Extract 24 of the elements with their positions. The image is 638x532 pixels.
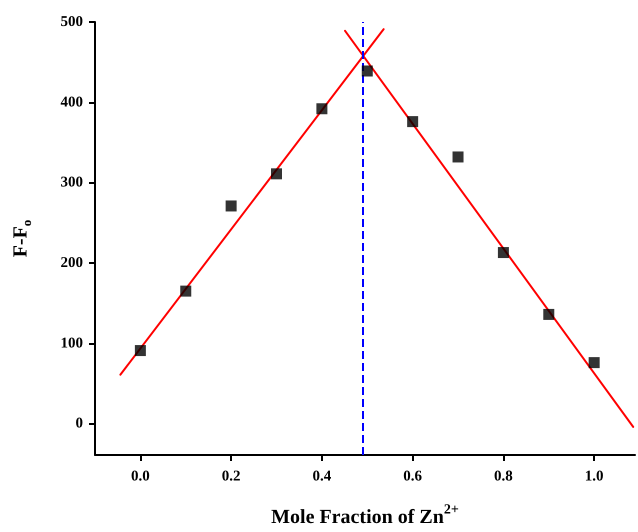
point [362, 66, 373, 77]
y-axis-title: F-Fo [10, 220, 34, 258]
point [180, 286, 192, 297]
x-tick-label: 0.8 [494, 468, 513, 484]
x-tick-label: 1.0 [584, 468, 604, 484]
point [588, 357, 600, 368]
y-tick-label: 500 [60, 14, 83, 30]
y-tick-label: 100 [60, 335, 83, 352]
point [316, 103, 328, 114]
y-tick-label: 0 [76, 416, 83, 432]
x-tick-label: 0.0 [131, 468, 150, 484]
point [226, 200, 237, 212]
x-tick-label: 0.4 [312, 468, 332, 484]
point [543, 308, 554, 320]
point [498, 247, 509, 258]
y-tick-label: 200 [60, 255, 83, 271]
x-tick-label: 0.2 [222, 468, 241, 484]
point [407, 116, 418, 128]
y-tick-label: 400 [60, 94, 83, 110]
x-tick-label: 0.6 [403, 468, 423, 484]
point [452, 151, 464, 162]
y-tick-label: 300 [60, 174, 83, 191]
point [134, 345, 146, 356]
point [271, 168, 282, 180]
